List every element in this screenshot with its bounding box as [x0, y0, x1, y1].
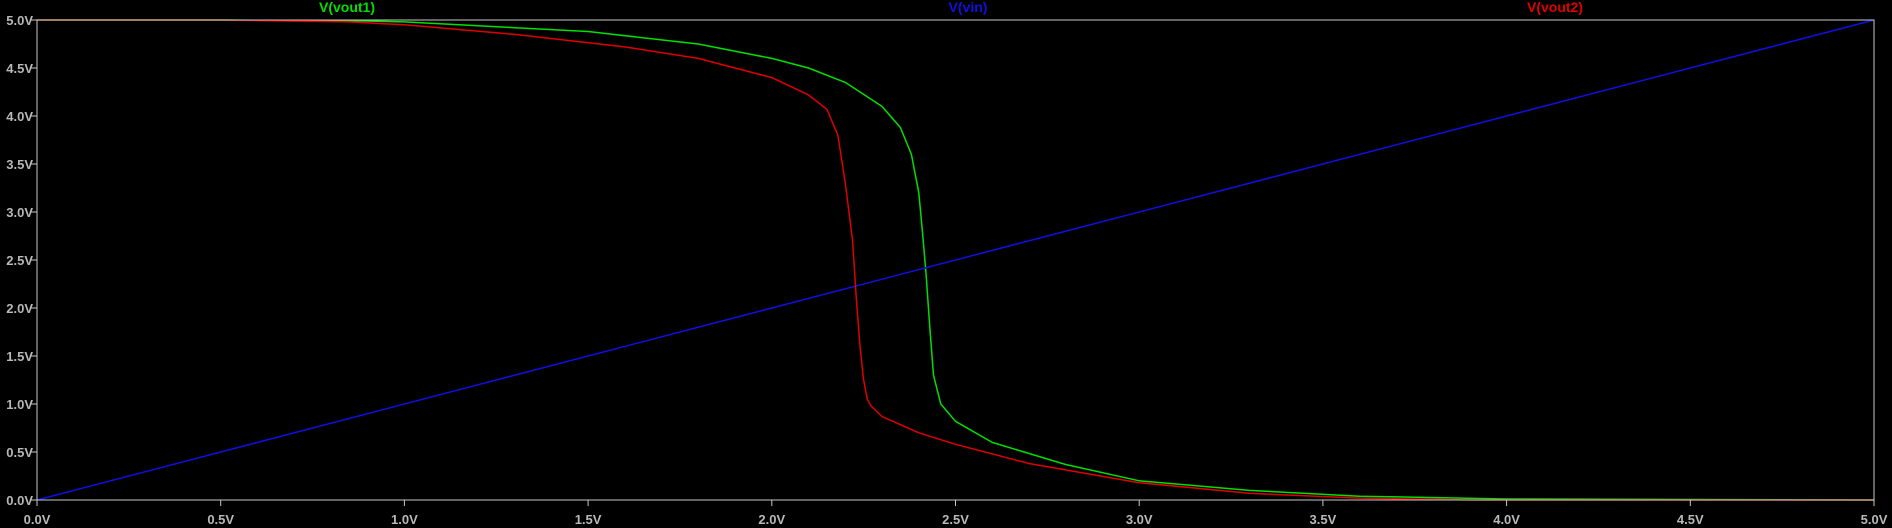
y-tick-label: 3.0V	[6, 205, 33, 220]
series-line-v-vin	[36, 19, 1875, 501]
legend: V(vout1) V(vin) V(vout2)	[319, 0, 1583, 15]
series-line-v-vout1	[37, 19, 1875, 501]
x-tick-label: 1.5V	[575, 512, 602, 527]
x-tick-label: 0.0V	[24, 512, 51, 527]
y-tick-label: 0.0V	[6, 493, 33, 508]
y-tick-label: 1.0V	[6, 397, 33, 412]
x-tick-label: 3.0V	[1126, 512, 1153, 527]
y-tick-label: 3.5V	[6, 157, 33, 172]
x-tick-label: 0.5V	[207, 512, 234, 527]
x-tick-label: 2.5V	[942, 512, 969, 527]
series-layer	[36, 19, 1875, 501]
x-tick-label: 5.0V	[1861, 512, 1888, 527]
y-tick-label: 2.0V	[6, 301, 33, 316]
x-tick-label: 3.5V	[1310, 512, 1337, 527]
legend-label: V(vout1)	[319, 0, 375, 15]
x-tick-label: 2.0V	[758, 512, 785, 527]
y-tick-label: 1.5V	[6, 349, 33, 364]
series-line-v-vout2	[37, 19, 1874, 501]
x-tick-label: 4.5V	[1677, 512, 1704, 527]
axes: 0.0V 0.5V 1.0V 1.5V 2.0V 2.5V 3.0V 3.5V 4.0V 4.5V…	[6, 13, 1887, 527]
y-tick-label: 4.0V	[6, 109, 33, 124]
y-tick-label: 0.5V	[6, 445, 33, 460]
legend-label: V(vout2)	[1527, 0, 1583, 15]
legend-label: V(vin)	[949, 0, 988, 15]
y-tick-label: 2.5V	[6, 253, 33, 268]
x-tick-label: 4.0V	[1493, 512, 1520, 527]
y-tick-label: 4.5V	[6, 61, 33, 76]
x-tick-label: 1.0V	[391, 512, 418, 527]
y-tick-label: 5.0V	[6, 13, 33, 28]
